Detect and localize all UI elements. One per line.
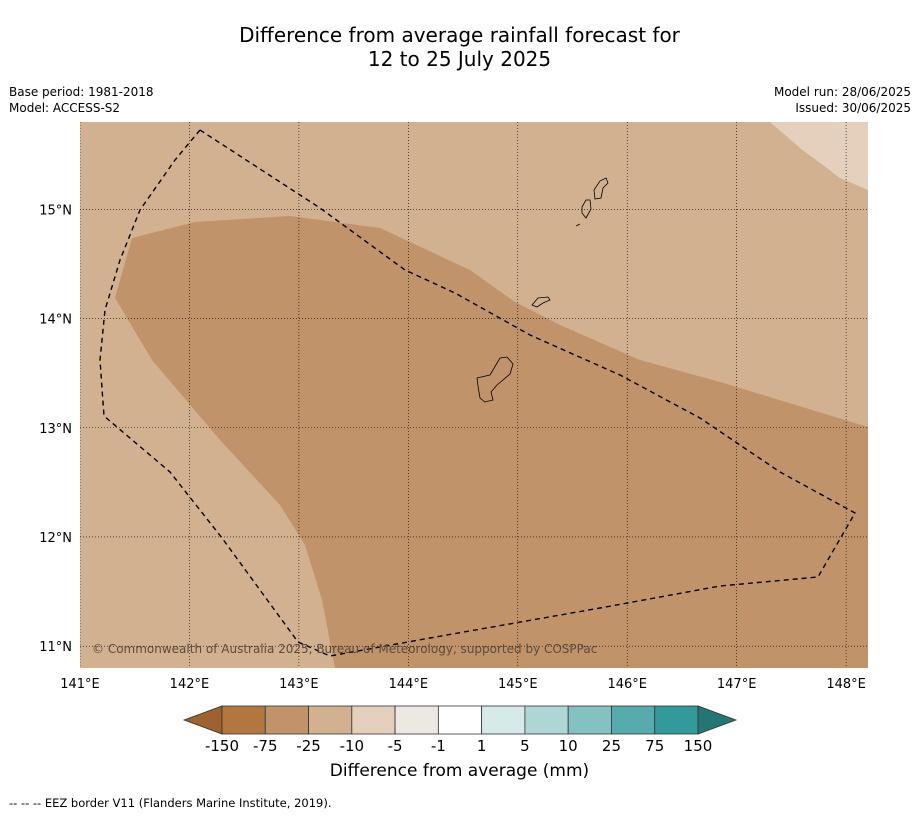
guam-island <box>476 356 514 403</box>
colorbar-tick-label: 1 <box>477 737 487 755</box>
model-run: Model run: 28/06/2025 <box>773 85 911 99</box>
colorbar-tick-label: -75 <box>253 737 278 755</box>
colorbar-segment <box>611 705 656 735</box>
y-axis: 15°N 14°N 13°N 12°N 11°N <box>39 203 72 655</box>
title-line-2: 12 to 25 July 2025 <box>367 47 552 71</box>
x-tick-label: 144°E <box>389 677 429 692</box>
colorbar-tick-label: 150 <box>684 737 713 755</box>
colorbar-tick-label: 25 <box>602 737 621 755</box>
colorbar-tick-label: 10 <box>559 737 578 755</box>
islands <box>476 177 609 403</box>
x-tick-label: 142°E <box>170 677 210 692</box>
y-tick-label: 11°N <box>39 640 72 655</box>
x-tick-label: 147°E <box>717 677 757 692</box>
issued-date: Issued: 30/06/2025 <box>795 101 911 115</box>
colorbar-segment <box>394 705 439 735</box>
x-tick-label: 146°E <box>607 677 647 692</box>
colorbar-segment <box>264 705 309 735</box>
graticule <box>80 122 868 668</box>
map-area: © Commonwealth of Australia 2025, Bureau… <box>80 122 868 668</box>
colorbar-segment <box>567 705 612 735</box>
colorbar-extend-low <box>182 705 223 735</box>
colorbar-tick-label: -25 <box>296 737 321 755</box>
colorbar-segment <box>524 705 569 735</box>
colorbar-segment <box>221 705 266 735</box>
map-copyright: © Commonwealth of Australia 2025, Bureau… <box>92 642 597 656</box>
anomaly-zone-minus10-to-minus5 <box>770 122 868 190</box>
footnote-eez: -- -- -- EEZ border V11 (Flanders Marine… <box>9 796 332 810</box>
colorbar-tick-label: -10 <box>340 737 365 755</box>
anomaly-zone-minus75-to-minus25 <box>115 216 868 668</box>
y-tick-label: 13°N <box>39 422 72 437</box>
colorbar-tick-label: 5 <box>520 737 530 755</box>
title-line-1: Difference from average rainfall forecas… <box>239 23 680 47</box>
x-axis: 141°E 142°E 143°E 144°E 145°E 146°E 147°E 148°E <box>60 677 866 692</box>
colorbar: -150 -75 -25 -10 -5 -1 1 5 10 25 75 150 <box>182 705 738 755</box>
y-tick-label: 12°N <box>39 531 72 546</box>
x-tick-label: 143°E <box>279 677 319 692</box>
colorbar-segment <box>437 705 483 735</box>
y-tick-label: 14°N <box>39 313 72 328</box>
colorbar-label: Difference from average (mm) <box>329 761 590 781</box>
x-tick-label: 148°E <box>826 677 866 692</box>
base-period: Base period: 1981-2018 <box>9 85 154 99</box>
colorbar-tick-label: -150 <box>205 737 239 755</box>
colorbar-segment <box>351 705 396 735</box>
y-tick-label: 15°N <box>39 203 72 218</box>
colorbar-segment <box>654 705 699 735</box>
aguijan-island <box>575 223 581 227</box>
colorbar-tick-label: -5 <box>388 737 403 755</box>
x-tick-label: 145°E <box>498 677 538 692</box>
colorbar-tick-label: -1 <box>431 737 446 755</box>
rota-island <box>531 296 551 308</box>
colorbar-segment <box>308 705 353 735</box>
model-name: Model: ACCESS-S2 <box>9 101 121 115</box>
colorbar-tick-label: 75 <box>645 737 664 755</box>
saipan-island <box>593 177 609 200</box>
x-tick-label: 141°E <box>60 677 100 692</box>
colorbar-segment <box>481 705 526 735</box>
tinian-island <box>581 199 592 219</box>
colorbar-extend-high <box>697 705 738 735</box>
anomaly-zone-minus25-to-minus10-sw <box>80 620 118 668</box>
